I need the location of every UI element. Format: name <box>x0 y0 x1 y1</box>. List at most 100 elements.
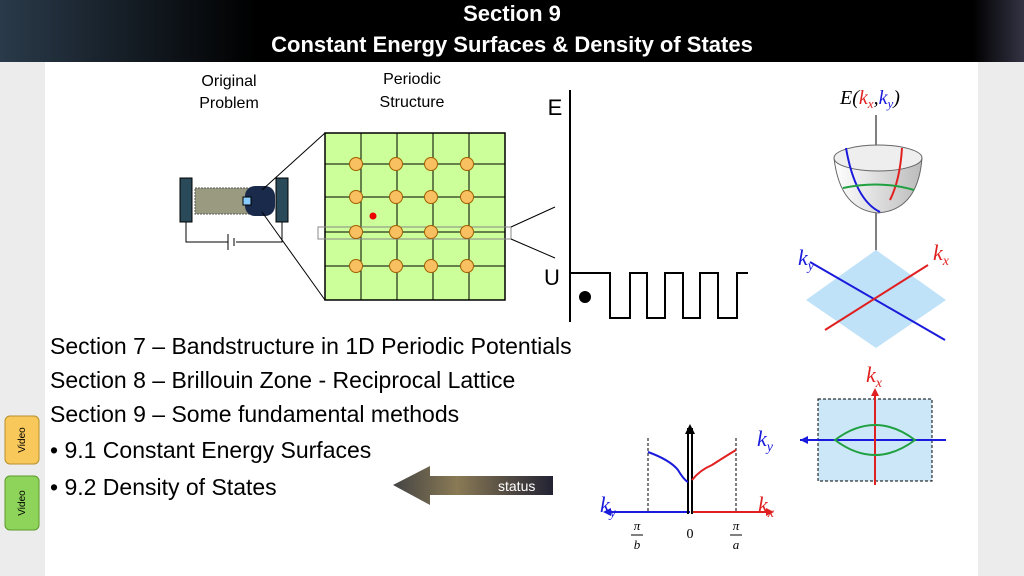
slide-title: Constant Energy Surfaces & Density of St… <box>271 32 753 57</box>
bullet: Section 8 – Brillouin Zone - Reciprocal … <box>50 367 515 393</box>
shape <box>871 388 879 396</box>
shape <box>245 186 275 216</box>
potential-plot <box>569 90 748 322</box>
text-part: ( <box>852 87 860 109</box>
shape <box>194 187 251 215</box>
shape <box>809 261 946 341</box>
text-part: k <box>879 87 889 109</box>
shape <box>275 177 289 223</box>
band-plot <box>603 424 774 516</box>
header-bar <box>0 0 1024 62</box>
arrow-shape[interactable] <box>393 466 553 505</box>
text-part: x <box>767 506 775 521</box>
text-part: y <box>885 96 893 111</box>
shape <box>317 226 512 240</box>
shape <box>369 212 377 220</box>
ky-label: ky <box>798 245 815 274</box>
text-part: x <box>867 96 874 111</box>
atom <box>349 259 363 273</box>
shape <box>185 222 228 243</box>
text-part: k <box>866 362 877 387</box>
atom <box>349 190 363 204</box>
atom <box>349 225 363 239</box>
shape <box>261 211 326 301</box>
tick-label: b <box>634 537 641 552</box>
shape <box>579 291 591 303</box>
status-arrow[interactable]: status <box>393 466 553 505</box>
bullet: • 9.1 Constant Energy Surfaces <box>50 437 371 463</box>
contour-plot <box>800 388 946 485</box>
shape <box>242 196 252 206</box>
text-part: k <box>600 492 611 517</box>
tick-label: π <box>733 518 740 533</box>
label: Problem <box>199 95 259 112</box>
text-part: x <box>942 254 950 269</box>
bullet: Section 7 – Bandstructure in 1D Periodic… <box>50 333 572 359</box>
text-part: , <box>874 87 879 109</box>
shape <box>570 272 748 319</box>
text-part: y <box>608 506 617 521</box>
shape <box>261 132 326 191</box>
ky-label: ky <box>757 426 774 455</box>
label: Original <box>201 73 256 90</box>
atom <box>424 157 438 171</box>
text-part: x <box>875 376 883 391</box>
atom <box>349 157 363 171</box>
kx-label: kx <box>866 362 883 391</box>
section-title: Section 9 <box>463 1 561 26</box>
atom <box>424 259 438 273</box>
text-part: k <box>757 426 768 451</box>
text-part: ) <box>892 87 900 109</box>
atom <box>460 259 474 273</box>
shape <box>647 451 689 483</box>
shape <box>324 132 506 301</box>
shape <box>691 449 737 481</box>
kx-label: kx <box>933 240 950 269</box>
video-button[interactable]: Video <box>4 475 40 531</box>
kx-label: kx <box>758 492 775 521</box>
shape <box>842 183 915 191</box>
shape <box>766 508 774 516</box>
text-part: k <box>798 245 809 270</box>
shape <box>510 238 556 259</box>
video-button[interactable]: Video <box>4 415 40 465</box>
status-label[interactable]: status <box>498 478 535 494</box>
tick-label: 0 <box>687 527 694 542</box>
text-part: k <box>859 87 869 109</box>
atom <box>460 225 474 239</box>
atom <box>389 157 403 171</box>
button-bg[interactable] <box>4 415 40 465</box>
atom <box>460 190 474 204</box>
shape <box>510 206 556 228</box>
tick-label: a <box>733 537 740 552</box>
text-part: E <box>839 87 852 109</box>
shape <box>236 222 283 243</box>
atom <box>424 190 438 204</box>
ky-label: ky <box>600 492 617 521</box>
button-bg[interactable] <box>4 475 40 531</box>
device <box>179 132 326 301</box>
shape <box>179 177 193 223</box>
shape <box>685 424 695 434</box>
dispersion-surface <box>806 115 946 348</box>
label: Periodic <box>383 71 441 88</box>
shape <box>845 147 881 213</box>
shape <box>603 508 611 516</box>
label: Structure <box>380 94 445 111</box>
axis-label: E <box>548 95 563 120</box>
text-part: y <box>806 259 815 274</box>
shape <box>824 264 929 331</box>
atom <box>460 157 474 171</box>
atom <box>389 259 403 273</box>
button-label[interactable]: Video <box>17 490 28 516</box>
bullet: • 9.2 Density of States <box>50 474 277 500</box>
surface-label: E(kx,ky) <box>839 87 900 111</box>
bullet: Section 9 – Some fundamental methods <box>50 401 459 427</box>
button-label[interactable]: Video <box>17 427 28 453</box>
axis-label: U <box>544 265 560 290</box>
atom <box>389 225 403 239</box>
shape <box>833 424 917 456</box>
text-part: y <box>765 440 774 455</box>
atom <box>424 225 438 239</box>
